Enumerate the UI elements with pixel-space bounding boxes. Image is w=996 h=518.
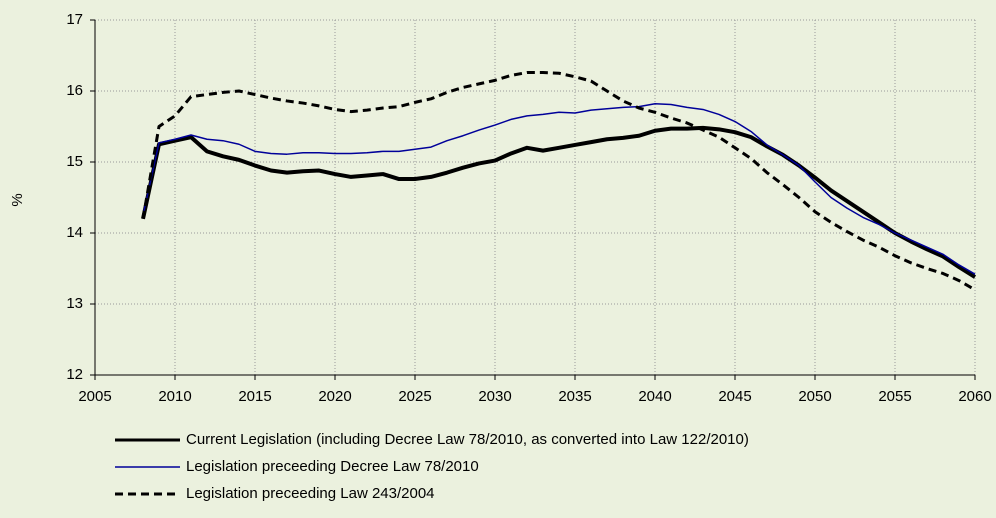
series-line xyxy=(142,103,976,275)
x-tick-label: 2020 xyxy=(318,388,351,405)
y-tick-label: 16 xyxy=(66,82,83,99)
legend-label: Legislation preceeding Law 243/2004 xyxy=(186,485,435,502)
series-line xyxy=(141,71,976,292)
y-tick-label: 14 xyxy=(66,224,83,241)
x-tick-label: 2040 xyxy=(638,388,671,405)
x-tick-label: 2005 xyxy=(78,388,111,405)
x-tick-label: 2015 xyxy=(238,388,271,405)
x-tick-label: 2055 xyxy=(878,388,911,405)
legend-label: Current Legislation (including Decree La… xyxy=(186,431,749,448)
legend-label: Legislation preceeding Decree Law 78/201… xyxy=(186,458,479,475)
y-tick-label: 13 xyxy=(66,295,83,312)
x-tick-label: 2060 xyxy=(958,388,991,405)
x-tick-label: 2030 xyxy=(478,388,511,405)
x-tick-label: 2025 xyxy=(398,388,431,405)
y-tick-label: 17 xyxy=(66,11,83,28)
series-line xyxy=(141,125,977,279)
x-tick-label: 2010 xyxy=(158,388,191,405)
x-tick-label: 2050 xyxy=(798,388,831,405)
y-tick-label: 12 xyxy=(66,366,83,383)
y-tick-label: 15 xyxy=(66,153,83,170)
x-tick-label: 2035 xyxy=(558,388,591,405)
x-tick-label: 2045 xyxy=(718,388,751,405)
y-axis-label: % xyxy=(9,193,26,206)
